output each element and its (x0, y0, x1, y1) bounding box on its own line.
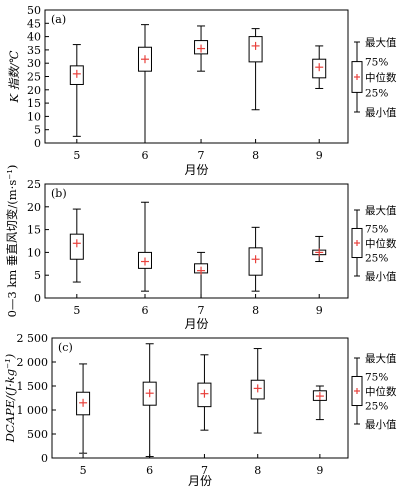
legend-label: 75% (365, 223, 388, 235)
legend-label: 最小值 (365, 270, 397, 283)
box-plot-month-9 (312, 45, 327, 89)
y-tick-label: 40 (27, 31, 41, 44)
y-tick-label: 5 (34, 269, 41, 282)
plot-frame (44, 9, 349, 144)
legend-label: 75% (365, 371, 388, 383)
x-tick-label: 7 (198, 149, 205, 162)
legend-label: 最大值 (365, 352, 397, 365)
y-tick-label: 1 000 (17, 404, 49, 417)
y-tick-label: 2 500 (17, 332, 49, 345)
y-tick-label: 0 (34, 292, 41, 305)
box-plot-month-7 (197, 354, 212, 431)
panel-label: (b) (51, 187, 67, 200)
box-plot-month-5 (76, 363, 91, 454)
y-tick-label: 500 (27, 428, 48, 441)
y-tick-label: 30 (27, 57, 41, 70)
y-tick-label: 15 (27, 224, 41, 237)
box-plot-month-8 (248, 28, 263, 111)
legend-label: 25% (365, 87, 388, 99)
legend-label: 25% (365, 253, 388, 265)
x-tick-label: 7 (201, 464, 208, 477)
box-plot-month-5 (69, 44, 84, 137)
y-tick-label: 15 (27, 97, 41, 110)
legend-label: 中位数 (365, 237, 397, 250)
legend-label: 25% (365, 401, 388, 413)
box-plot-month-6 (137, 201, 152, 292)
y-tick-label: 45 (27, 17, 41, 30)
x-axis-title: 月份 (188, 474, 212, 488)
x-tick-label: 5 (73, 304, 80, 317)
box-plot-month-9 (312, 235, 327, 263)
legend-label: 中位数 (365, 71, 397, 84)
box-plot-month-9 (312, 385, 327, 421)
x-tick-label: 5 (80, 464, 87, 477)
legend-label: 最小值 (365, 106, 397, 119)
plot-frame (44, 183, 349, 299)
y-tick-label: 5 (34, 124, 41, 137)
x-tick-label: 9 (316, 304, 323, 317)
box-plot-month-7 (194, 251, 209, 299)
legend: 最大值 75% 中位数 25% 最小值 (351, 36, 397, 119)
y-tick-label: 25 (27, 178, 41, 191)
x-tick-label: 6 (141, 304, 148, 317)
x-tick-label: 8 (252, 149, 259, 162)
y-tick-label: 20 (27, 84, 41, 97)
legend: 最大值 75% 中位数 25% 最小值 (351, 204, 397, 283)
panel-label: (a) (51, 13, 66, 26)
box-plot-month-7 (194, 25, 209, 72)
y-tick-label: 2 000 (17, 356, 49, 369)
chart-panel-c: 0 500 1 000 1 500 2 000 2 500 5 6 7 8 9 (c) 月份 DCAPE/… (3, 332, 397, 488)
box-plot-month-8 (250, 348, 265, 434)
legend-label: 中位数 (365, 385, 397, 398)
legend-label: 75% (365, 57, 388, 69)
y-axis-title: K 指数/℃ (7, 50, 21, 103)
chart-panel-b: 0 5 10 15 20 25 5 6 7 8 9 (b) 月份 0—3 km 垂直风切变/(m·s⁻¹)… (5, 165, 397, 331)
y-tick-label: 35 (27, 44, 41, 57)
x-tick-label: 8 (254, 464, 261, 477)
x-tick-label: 6 (141, 149, 148, 162)
x-tick-label: 9 (316, 464, 323, 477)
x-tick-label: 6 (146, 464, 153, 477)
y-tick-label: 0 (41, 452, 48, 465)
x-tick-label: 9 (316, 149, 323, 162)
y-tick-label: 50 (27, 4, 41, 17)
y-tick-label: 20 (27, 201, 41, 214)
x-tick-label: 7 (198, 304, 205, 317)
y-tick-label: 10 (27, 110, 41, 123)
y-axis-title: 0—3 km 垂直风切变/(m·s⁻¹) (5, 165, 19, 318)
box-plot-month-8 (248, 226, 263, 292)
legend-label: 最大值 (365, 36, 397, 49)
plot-frame (51, 337, 349, 459)
x-tick-label: 5 (73, 149, 80, 162)
y-tick-label: 1 500 (17, 380, 49, 393)
y-tick-label: 25 (27, 71, 41, 84)
box-plot-month-5 (69, 208, 84, 283)
y-axis-title: DCAPE/(J·kg⁻¹) (3, 354, 17, 444)
legend: 最大值 75% 中位数 25% 最小值 (351, 352, 397, 431)
box-plot-month-6 (142, 343, 157, 458)
x-tick-label: 8 (252, 304, 259, 317)
panel-label: (c) (58, 341, 73, 354)
y-tick-label: 10 (27, 246, 41, 259)
legend-label: 最大值 (365, 204, 397, 217)
x-axis-title: 月份 (184, 317, 208, 331)
y-tick-label: 0 (34, 137, 41, 150)
box-plot-month-6 (137, 24, 152, 144)
legend-label: 最小值 (365, 418, 397, 431)
x-axis-title: 月份 (184, 163, 208, 177)
